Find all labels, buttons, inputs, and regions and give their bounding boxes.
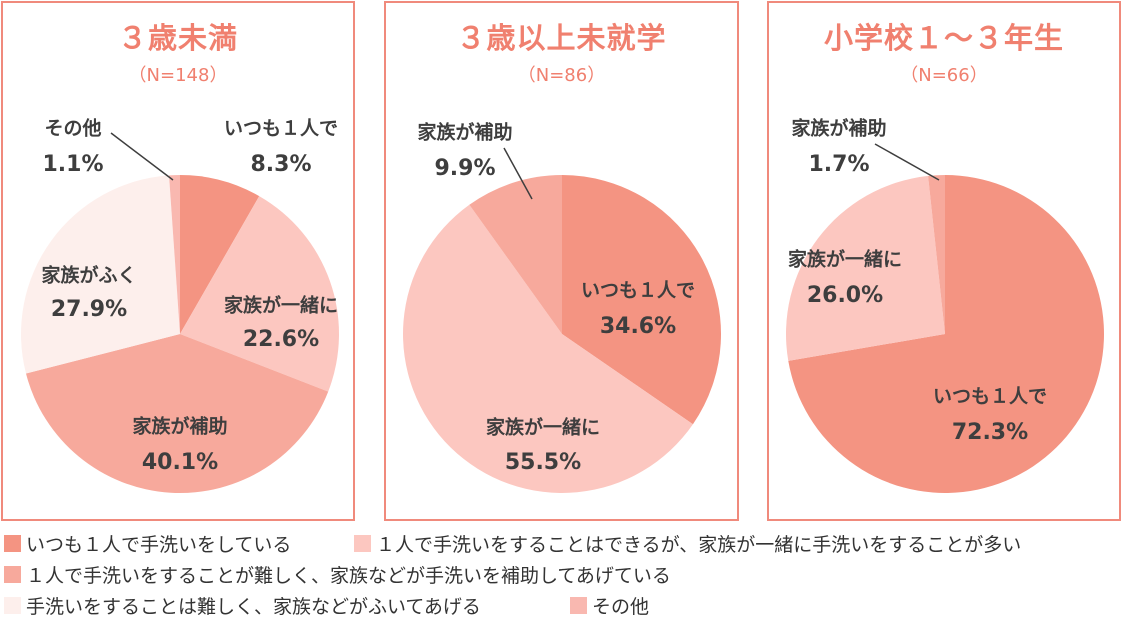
slice-value-alone: 8.3% xyxy=(250,152,311,177)
pie-panel-3-to-preschool: ３歳以上未就学 （N=86） いつも１人で 34.6% 家族が一緒に 55.5% 家族が… xyxy=(384,1,739,521)
slice-value-alone: 34.6% xyxy=(600,314,676,339)
slice-label-assist: 家族が補助 xyxy=(132,415,227,438)
leader-line xyxy=(503,147,533,200)
slice-value-wipe: 27.9% xyxy=(51,297,127,322)
legend: いつも１人で手洗いをしている １人で手洗いをすることはできるが、家族が一緒に手洗… xyxy=(4,530,1122,623)
pie-chart-elementary-1-3: いつも１人で 72.3% 家族が一緒に 26.0% 家族が補助 1.7% xyxy=(785,117,1104,493)
pie-chart-under-3: いつも１人で 8.3% 家族が一緒に 22.6% 家族が補助 40.1% 家族がふく 27.9… xyxy=(21,117,339,493)
leader-line xyxy=(874,143,940,181)
pie-slice-assist xyxy=(26,334,329,493)
panel-sample-size: （N=148） xyxy=(128,65,228,86)
slice-value-assist: 1.7% xyxy=(808,152,869,177)
pie-slice-assist xyxy=(928,175,945,334)
slice-label-other: その他 xyxy=(44,117,101,140)
panel-title: ３歳以上未就学 xyxy=(456,21,667,55)
legend-label: １人で手洗いをすることが難しく、家族などが手洗いを補助してあげている xyxy=(26,565,671,587)
legend-label: １人で手洗いをすることはできるが、家族が一緒に手洗いをすることが多い xyxy=(376,534,1022,556)
legend-item-wipe: 手洗いをすることは難しく、家族などがふいてあげる xyxy=(4,592,481,619)
slice-value-alone: 72.3% xyxy=(952,420,1028,445)
slice-label-assist: 家族が補助 xyxy=(791,117,886,140)
pie-panel-under-3: ３歳未満 （N=148） いつも１人で 8.3% 家族が一緒に 22.6% 家族が補助 4… xyxy=(1,1,355,521)
leader-line xyxy=(110,132,174,181)
panel-sample-size: （N=86） xyxy=(517,65,606,86)
panel-title: 小学校１～３年生 xyxy=(823,21,1064,55)
pie-slice-together xyxy=(180,196,339,392)
pie-panel-elementary-1-3: 小学校１～３年生 （N=66） いつも１人で 72.3% 家族が一緒に 26.0% 家族… xyxy=(767,1,1121,521)
slice-label-together: 家族が一緒に xyxy=(788,248,902,271)
pie-slice-alone xyxy=(180,175,260,334)
pie-slice-together xyxy=(403,204,693,493)
panel-sample-size: （N=66） xyxy=(900,65,988,86)
pie-slice-assist xyxy=(469,175,562,334)
slice-label-assist: 家族が補助 xyxy=(417,121,512,144)
slice-value-assist: 40.1% xyxy=(142,450,218,475)
pie-slice-alone xyxy=(788,175,1104,493)
pie-chart-3-to-preschool: いつも１人で 34.6% 家族が一緒に 55.5% 家族が補助 9.9% xyxy=(403,121,722,493)
legend-item-assist: １人で手洗いをすることが難しく、家族などが手洗いを補助してあげている xyxy=(4,561,671,588)
pie-slice-wipe xyxy=(21,175,181,374)
slice-label-alone: いつも１人で xyxy=(224,118,338,140)
legend-item-together: １人で手洗いをすることはできるが、家族が一緒に手洗いをすることが多い xyxy=(354,530,1021,557)
panel-title: ３歳未満 xyxy=(117,21,238,55)
slice-value-other: 1.1% xyxy=(42,152,103,177)
legend-label: いつも１人で手洗いをしている xyxy=(26,534,292,556)
slice-label-wipe: 家族がふく xyxy=(41,264,136,287)
pie-slice-together xyxy=(785,175,945,361)
slice-label-together: 家族が一緒に xyxy=(486,416,600,439)
legend-swatch xyxy=(4,535,21,552)
legend-swatch xyxy=(354,535,371,552)
slice-value-together: 22.6% xyxy=(243,327,319,352)
pie-slice-other xyxy=(169,175,180,334)
slice-label-alone: いつも１人で xyxy=(581,280,695,302)
legend-item-alone: いつも１人で手洗いをしている xyxy=(4,530,291,557)
slice-value-together: 55.5% xyxy=(505,450,581,475)
slice-value-assist: 9.9% xyxy=(434,156,495,181)
legend-swatch xyxy=(4,566,21,583)
legend-swatch xyxy=(4,597,21,614)
pie-slice-alone xyxy=(562,175,722,425)
slice-label-alone: いつも１人で xyxy=(933,386,1047,408)
legend-label: 手洗いをすることは難しく、家族などがふいてあげる xyxy=(26,596,481,618)
legend-swatch xyxy=(570,597,587,614)
legend-item-other: その他 xyxy=(570,592,649,619)
legend-label: その他 xyxy=(592,596,650,618)
slice-value-together: 26.0% xyxy=(807,283,883,308)
slice-label-together: 家族が一緒に xyxy=(224,294,338,317)
